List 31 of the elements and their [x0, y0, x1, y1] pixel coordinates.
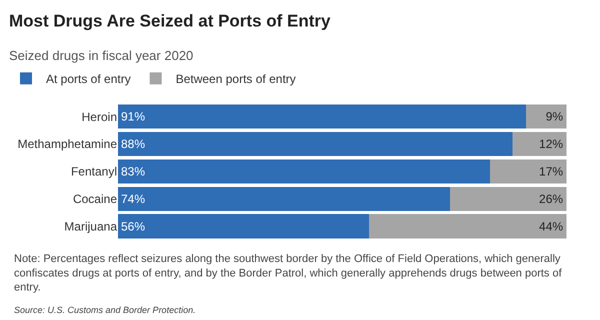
data-label: 83% — [121, 164, 146, 178]
y-tick-label: Cocaine — [72, 192, 118, 206]
data-label: 91% — [121, 110, 146, 124]
y-tick-label: Marijuana — [64, 219, 118, 234]
chart-subtitle: Seized drugs in fiscal year 2020 — [9, 48, 194, 64]
bar — [450, 186, 566, 211]
data-label: 56% — [121, 219, 146, 234]
data-label: 74% — [121, 192, 146, 206]
chart-title: Most Drugs Are Seized at Ports of Entry — [9, 11, 332, 30]
bar — [490, 159, 566, 184]
source-note: Source: U.S. Customs and Border Protection. — [14, 305, 196, 315]
data-label: 12% — [539, 137, 564, 152]
y-tick-label: Heroin — [82, 110, 117, 124]
bar — [118, 186, 450, 211]
data-label: 17% — [539, 164, 564, 178]
data-label: 9% — [546, 110, 564, 124]
y-tick-label: Methamphetamine — [18, 137, 118, 152]
data-label: 26% — [539, 192, 564, 206]
bar — [118, 214, 370, 238]
bar — [118, 159, 490, 184]
bar — [118, 132, 513, 156]
legend-label: Between ports of entry — [176, 72, 296, 86]
legend-label: At ports of entry — [46, 72, 131, 86]
text: Note: Percentages reflect seizures along the southwest border by the Office of Field Operations, which generally confiscates drugs at ports of entry, and by the Border Patrol, which generally apprehends drugs between ports of entry. — [14, 253, 563, 294]
data-label: 88% — [121, 137, 146, 152]
bar — [369, 214, 566, 238]
bar — [118, 104, 526, 129]
y-tick-label: Fentanyl — [70, 164, 117, 179]
bar — [526, 104, 566, 129]
bar — [512, 132, 566, 156]
data-label: 44% — [539, 219, 564, 234]
